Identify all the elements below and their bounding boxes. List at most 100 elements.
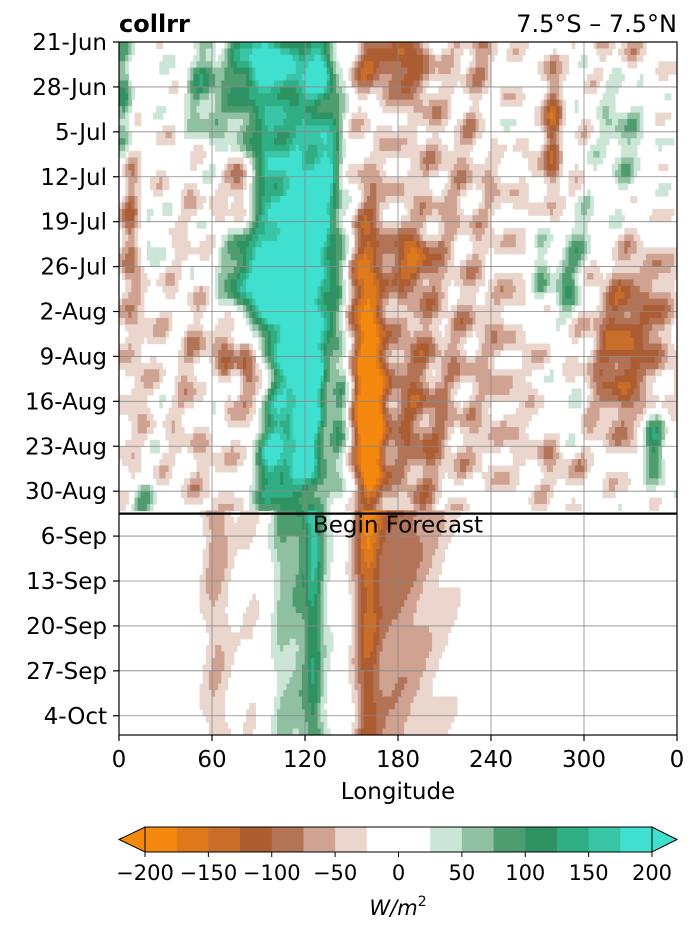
heatmap-cell [546, 93, 551, 101]
heatmap-cell [246, 106, 250, 114]
heatmap-cell [398, 176, 402, 184]
heatmap-cell [596, 138, 601, 146]
heatmap-cell [407, 80, 411, 88]
heatmap-cell [264, 112, 269, 120]
heatmap-cell [602, 99, 607, 107]
heatmap-cell [323, 176, 328, 184]
heatmap-cell [441, 266, 446, 274]
heatmap-cell [199, 285, 204, 293]
heatmap-cell [413, 106, 418, 114]
heatmap-cell [416, 157, 421, 165]
heatmap-cell [398, 74, 402, 82]
heatmap-cell [305, 80, 309, 88]
heatmap-cell [125, 240, 129, 248]
heatmap-cell [630, 266, 635, 274]
heatmap-cell [509, 183, 514, 191]
heatmap-cell [636, 266, 641, 274]
heatmap-cell [435, 247, 439, 255]
heatmap-cell [571, 266, 576, 274]
heatmap-cell [239, 240, 244, 248]
heatmap-cell [398, 42, 402, 50]
heatmap-cell [252, 74, 256, 82]
heatmap-cell [267, 112, 272, 120]
heatmap-cell [233, 163, 238, 171]
heatmap-cell [475, 247, 480, 255]
heatmap-cell [398, 67, 402, 75]
heatmap-cell [354, 273, 359, 281]
heatmap-cell [435, 74, 439, 82]
heatmap-cell [633, 285, 638, 293]
heatmap-cell [230, 253, 235, 261]
heatmap-cell [264, 189, 269, 197]
heatmap-cell [435, 119, 439, 127]
heatmap-cell [562, 99, 566, 107]
heatmap-cell [295, 176, 300, 184]
heatmap-cell [419, 208, 424, 216]
heatmap-cell [283, 260, 287, 268]
heatmap-cell [574, 273, 579, 281]
heatmap-cell [317, 61, 322, 69]
heatmap-cell [295, 99, 300, 107]
heatmap-cell [419, 93, 424, 101]
heatmap-cell [546, 54, 551, 62]
heatmap-cell [515, 279, 520, 287]
heatmap-cell [360, 221, 365, 229]
heatmap-cell [469, 176, 473, 184]
heatmap-cell [320, 183, 325, 191]
heatmap-cell [202, 74, 207, 82]
heatmap-cell [270, 112, 275, 120]
heatmap-cell [484, 221, 489, 229]
heatmap-cell [329, 176, 334, 184]
heatmap-cell [373, 42, 377, 50]
heatmap-cell [422, 99, 427, 107]
heatmap-cell [363, 163, 368, 171]
heatmap-cell [481, 61, 486, 69]
heatmap-cell [379, 260, 384, 268]
heatmap-cell [500, 196, 504, 204]
heatmap-cell [224, 86, 229, 94]
heatmap-cell [429, 157, 433, 165]
heatmap-cell [270, 157, 275, 165]
heatmap-cell [568, 298, 573, 306]
heatmap-cell [295, 61, 300, 69]
heatmap-cell [131, 240, 136, 248]
heatmap-cell [540, 106, 545, 114]
heatmap-cell [463, 42, 467, 50]
heatmap-cell [404, 125, 408, 133]
heatmap-cell [416, 144, 421, 152]
heatmap-cell [432, 202, 436, 210]
heatmap-cell [506, 292, 511, 300]
heatmap-cell [438, 61, 442, 69]
heatmap-cell [367, 196, 371, 204]
heatmap-cell [311, 144, 315, 152]
heatmap-cell [413, 196, 418, 204]
heatmap-cell [267, 253, 272, 261]
heatmap-cell [218, 80, 222, 88]
heatmap-cell [122, 119, 126, 127]
heatmap-cell [574, 163, 579, 171]
heatmap-cell [305, 176, 309, 184]
heatmap-cell [391, 240, 396, 248]
heatmap-cell [522, 228, 526, 236]
heatmap-cell [119, 131, 123, 139]
heatmap-cell [314, 202, 318, 210]
heatmap-cell [500, 183, 504, 191]
heatmap-cell [208, 54, 213, 62]
heatmap-cell [655, 119, 659, 127]
heatmap-cell [336, 74, 340, 82]
heatmap-cell [320, 125, 325, 133]
heatmap-cell [425, 74, 430, 82]
heatmap-cell [388, 131, 393, 139]
heatmap-cell [611, 215, 616, 223]
heatmap-cell [509, 247, 514, 255]
heatmap-cell [280, 234, 284, 242]
heatmap-cell [252, 221, 256, 229]
heatmap-cell [398, 93, 402, 101]
heatmap-cell [590, 144, 594, 152]
heatmap-cell [360, 215, 365, 223]
heatmap-cell [534, 260, 539, 268]
heatmap-cell [543, 260, 548, 268]
heatmap-cell [627, 234, 632, 242]
heatmap-cell [512, 292, 517, 300]
